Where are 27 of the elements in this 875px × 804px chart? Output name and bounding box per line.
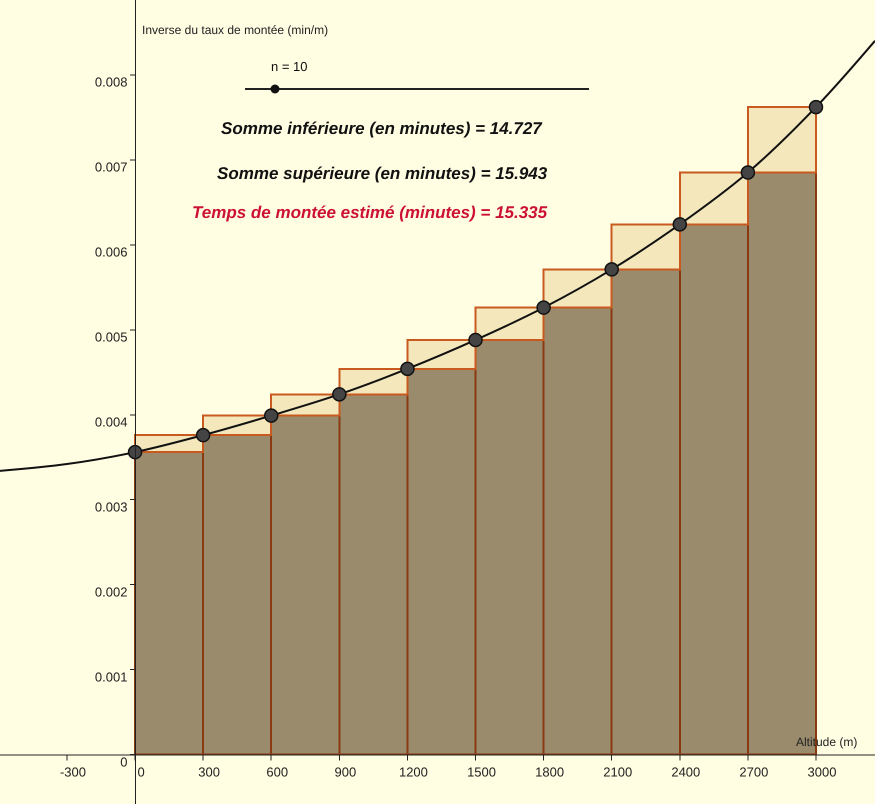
annotation: Temps de montée estimé (minutes) = 15.335 [192,203,548,222]
y-tick-label: 0.007 [94,159,128,174]
y-axis-title: Inverse du taux de montée (min/m) [142,23,328,37]
x-axis-title: Altitude (m) [796,735,858,749]
x-tick-label: -300 [60,764,86,780]
x-tick-label: 1200 [398,764,428,780]
y-tick-label: 0.001 [94,669,128,684]
y-tick-label: 0.005 [94,329,128,344]
x-tick-label: 300 [198,764,220,780]
y-tick-label: 0.008 [94,74,128,90]
annotation: n = 10 [271,59,308,74]
annotation: Somme supérieure (en minutes) = 15.943 [217,164,548,183]
x-tick-label: 2700 [739,764,768,780]
x-tick-label: 0 [137,764,145,780]
y-tick-label: 0.006 [94,244,128,260]
x-tick-label: 900 [334,764,356,780]
x-tick-label: 2400 [671,764,700,780]
y-tick-label: 0.003 [94,499,128,514]
x-tick-label: 1800 [535,764,564,780]
y-tick-label: 0.004 [94,414,128,430]
annotation: Somme inférieure (en minutes) = 14.727 [221,119,544,138]
y-tick-label: 0 [120,754,128,770]
x-tick-label: 2100 [603,764,632,780]
x-tick-label: 3000 [808,764,836,780]
y-tick-label: 0.002 [94,584,128,600]
x-tick-label: 1500 [467,764,496,780]
x-tick-label: 600 [266,764,288,780]
